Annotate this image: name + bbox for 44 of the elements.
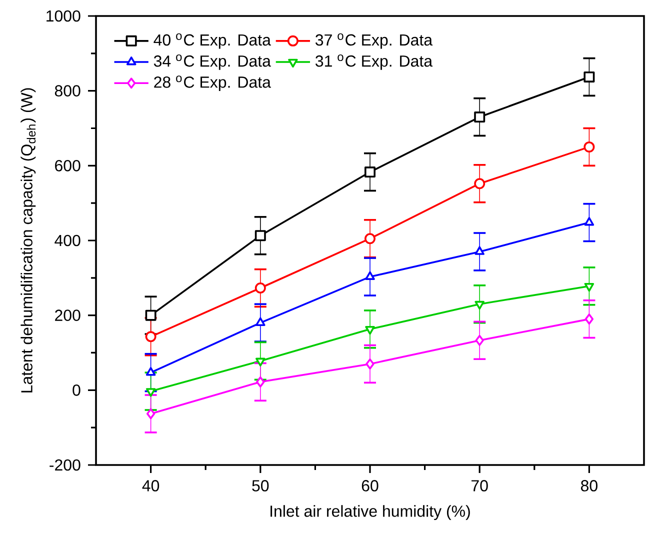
y-tick-label: 0 xyxy=(72,384,80,396)
y-tick-label: 1000 xyxy=(46,10,80,22)
point xyxy=(365,271,375,280)
point xyxy=(256,358,266,366)
point xyxy=(474,178,486,190)
x-axis-title: Inlet air relative humidity (%) xyxy=(270,505,470,520)
point xyxy=(474,112,486,123)
y-tick-label: 400 xyxy=(54,234,80,246)
point xyxy=(475,334,484,346)
point xyxy=(364,233,376,244)
point xyxy=(365,326,375,335)
y-tick-label: -200 xyxy=(50,459,80,471)
point xyxy=(584,217,594,226)
point xyxy=(145,331,156,342)
legend-label: 40 $^{o}$C Exp. Data xyxy=(154,33,271,49)
legend-label: 34 $^{o}$C Exp. Data xyxy=(154,54,271,70)
x-tick-label: 40 xyxy=(142,480,160,492)
legend-label: 28 $^{o}$C Exp. Data xyxy=(154,76,271,92)
point xyxy=(256,376,265,388)
y-axis-title: Latent dehumidification capacity (Q$_{deh}$) (W) xyxy=(20,88,36,392)
point xyxy=(254,282,266,294)
point xyxy=(364,166,376,178)
y-tick-label: 600 xyxy=(55,160,80,172)
point xyxy=(584,141,595,152)
y-tick-label: 800 xyxy=(54,85,80,96)
point xyxy=(146,367,156,376)
legend-label: 37 $^{o}$C Exp. Data xyxy=(316,33,433,49)
point xyxy=(256,317,266,326)
point xyxy=(366,358,374,370)
x-tick-label: 50 xyxy=(252,480,269,492)
point xyxy=(584,282,594,292)
point xyxy=(146,408,156,420)
point xyxy=(474,300,484,310)
point xyxy=(584,71,595,82)
x-tick-label: 80 xyxy=(580,480,598,492)
point xyxy=(146,388,156,397)
point xyxy=(145,310,156,321)
legend-label: 31 $^{o}$C Exp. Data xyxy=(316,54,433,70)
point xyxy=(584,314,594,325)
point xyxy=(474,246,484,255)
y-tick-label: 200 xyxy=(55,310,80,321)
x-tick-label: 70 xyxy=(472,480,488,492)
x-tick-label: 60 xyxy=(362,480,378,492)
point xyxy=(254,230,266,242)
